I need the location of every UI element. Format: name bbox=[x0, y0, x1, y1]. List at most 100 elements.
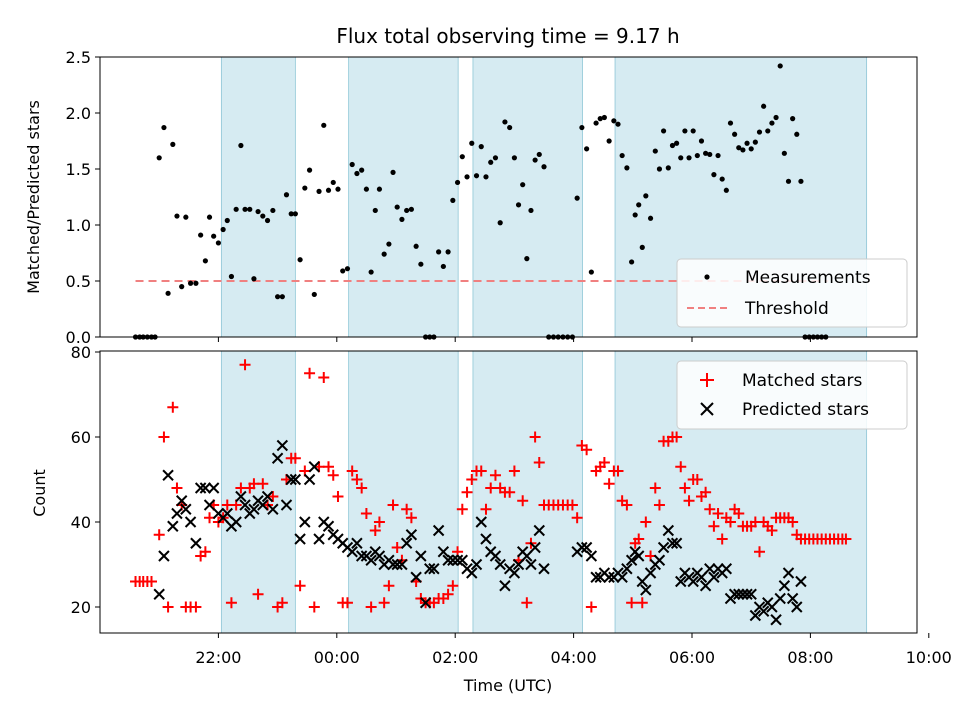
x-tick-label: 04:00 bbox=[551, 648, 597, 667]
predicted-star-point bbox=[603, 571, 615, 583]
predicted-star-stroke-b bbox=[687, 575, 699, 588]
predicted-star-point bbox=[447, 554, 459, 566]
predicted-star-point bbox=[521, 550, 533, 562]
predicted-star-point bbox=[576, 541, 588, 554]
measurement-point bbox=[686, 155, 692, 161]
matched-star-point bbox=[378, 597, 390, 609]
measurement-point bbox=[404, 207, 410, 214]
predicted-star-point bbox=[415, 550, 427, 562]
matched-star-point bbox=[517, 495, 529, 507]
predicted-star-point bbox=[704, 563, 716, 575]
predicted-star-point bbox=[533, 524, 545, 537]
matched-star-point bbox=[480, 503, 492, 515]
measurement-point bbox=[316, 188, 322, 194]
matched-star-point bbox=[621, 499, 633, 511]
measurement-point bbox=[187, 280, 194, 286]
measurement-point bbox=[601, 114, 607, 121]
matched-star-point bbox=[447, 580, 459, 592]
x-tick-label: 08:00 bbox=[787, 648, 833, 667]
predicted-star-stroke-b bbox=[640, 584, 652, 596]
matched-star-point bbox=[276, 597, 288, 609]
ratio-y-axis-label: Matched/Predicted stars bbox=[24, 100, 43, 294]
observing-window-top bbox=[220, 56, 296, 338]
predicted-star-stroke-b bbox=[437, 546, 450, 558]
predicted-star-stroke-b bbox=[466, 567, 478, 579]
predicted-star-point bbox=[475, 516, 487, 528]
ratio-legend: Measurements Threshold bbox=[676, 258, 908, 328]
measurement-point bbox=[669, 142, 676, 149]
matched-star-point bbox=[612, 465, 624, 477]
predicted-star-stroke-b bbox=[636, 575, 648, 588]
measurement-point bbox=[165, 290, 171, 296]
measurement-point bbox=[170, 141, 176, 147]
matched-star-point bbox=[190, 601, 202, 613]
predicted-star-point bbox=[280, 499, 293, 511]
matched-star-point bbox=[369, 525, 381, 536]
predicted-star-stroke-b bbox=[757, 605, 770, 617]
predicted-star-stroke-b bbox=[795, 575, 807, 588]
legend-threshold-label: Threshold bbox=[744, 299, 829, 319]
measurement-point bbox=[732, 131, 738, 137]
predicted-star-stroke-b bbox=[239, 499, 251, 511]
measurement-point bbox=[632, 212, 638, 218]
matched-star-point bbox=[327, 469, 339, 481]
predicted-star-point bbox=[708, 571, 720, 583]
measurement-point bbox=[436, 249, 442, 255]
predicted-star-stroke-b bbox=[235, 490, 247, 503]
matched-star-point bbox=[683, 495, 695, 507]
x-tick-label: 22:00 bbox=[195, 648, 241, 667]
measurement-point bbox=[321, 122, 327, 128]
predicted-star-stroke-b bbox=[248, 503, 260, 515]
matched-star-point bbox=[700, 486, 712, 498]
predicted-star-point bbox=[633, 550, 645, 562]
predicted-star-point bbox=[644, 567, 657, 579]
predicted-star-point bbox=[419, 597, 432, 609]
measurement-point bbox=[588, 269, 594, 275]
measurement-point bbox=[198, 232, 204, 238]
predicted-star-stroke-b bbox=[675, 575, 687, 588]
measurement-point bbox=[532, 157, 538, 163]
measurement-point bbox=[450, 197, 456, 203]
measurement-point bbox=[418, 261, 424, 267]
measurement-point bbox=[520, 182, 526, 188]
measurement-point bbox=[629, 259, 635, 265]
measurement-point bbox=[502, 119, 508, 125]
predicted-star-stroke-b bbox=[221, 507, 233, 520]
matched-star-point bbox=[529, 431, 541, 443]
matched-star-point bbox=[675, 461, 687, 473]
predicted-star-stroke-b bbox=[261, 490, 274, 503]
predicted-star-stroke-b bbox=[786, 592, 799, 605]
measurement-point bbox=[748, 146, 754, 152]
measurement-point bbox=[211, 233, 217, 239]
count-y-tick-label: 60 bbox=[71, 428, 91, 447]
predicted-star-point bbox=[745, 588, 757, 600]
matched-star-point bbox=[636, 597, 648, 609]
predicted-star-point bbox=[585, 550, 598, 562]
predicted-star-stroke-b bbox=[704, 563, 716, 575]
measurement-point bbox=[524, 256, 530, 262]
predicted-star-point bbox=[699, 580, 712, 592]
predicted-star-stroke-b bbox=[410, 571, 422, 583]
count-axes-frame bbox=[99, 350, 918, 634]
predicted-star-stroke-b bbox=[207, 482, 220, 494]
predicted-star-point bbox=[432, 524, 445, 537]
predicted-star-point bbox=[171, 507, 183, 520]
x-tick-label: 10:00 bbox=[906, 648, 952, 667]
predicted-star-point bbox=[180, 503, 192, 515]
measurement-point bbox=[340, 268, 346, 274]
predicted-star-stroke-b bbox=[456, 554, 469, 566]
observing-window-bottom bbox=[220, 350, 296, 634]
x-tick-label: 02:00 bbox=[432, 648, 478, 667]
predicted-star-stroke-b bbox=[580, 541, 593, 554]
predicted-star-stroke-b bbox=[162, 469, 174, 481]
matched-star-point bbox=[332, 491, 344, 502]
matched-star-point bbox=[351, 474, 363, 485]
predicted-star-stroke-b bbox=[396, 558, 408, 571]
measurement-point bbox=[279, 294, 285, 300]
count-y-tick-label: 20 bbox=[71, 598, 91, 617]
matched-star-point bbox=[508, 465, 520, 477]
predicted-star-stroke-b bbox=[494, 558, 506, 571]
predicted-star-stroke-b bbox=[576, 541, 588, 554]
matched-star-point bbox=[581, 444, 593, 456]
predicted-star-stroke-b bbox=[451, 554, 464, 566]
